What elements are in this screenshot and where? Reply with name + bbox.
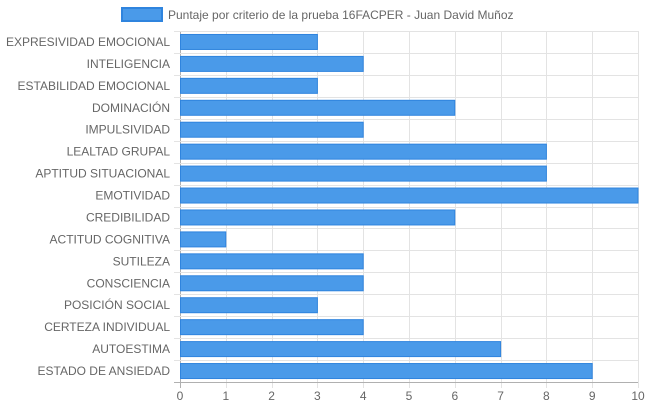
category-label: INTELIGENCIA — [87, 57, 170, 71]
legend-swatch — [121, 7, 163, 22]
x-tick-label: 1 — [222, 389, 229, 403]
category-label: ACTITUD COGNITIVA — [50, 232, 170, 246]
category-label: CERTEZA INDIVIDUAL — [44, 320, 170, 334]
bar[interactable] — [180, 121, 364, 138]
bar[interactable] — [180, 33, 318, 50]
bars — [180, 33, 639, 380]
x-tick-label: 2 — [268, 389, 275, 403]
category-label: APTITUD SITUACIONAL — [35, 167, 170, 181]
bar[interactable] — [180, 77, 318, 94]
bar[interactable] — [180, 209, 456, 226]
bar[interactable] — [180, 231, 227, 248]
x-axis-ticks: 0 1 2 3 4 5 6 7 8 9 10 — [177, 389, 645, 403]
bar[interactable] — [180, 363, 593, 380]
category-label: IMPULSIVIDAD — [85, 123, 170, 137]
legend-label: Puntaje por criterio de la prueba 16FACP… — [168, 8, 514, 22]
legend[interactable]: Puntaje por criterio de la prueba 16FACP… — [121, 7, 514, 22]
category-label: SUTILEZA — [113, 254, 170, 268]
category-label: EXPRESIVIDAD EMOCIONAL — [6, 35, 170, 49]
category-label: LEALTAD GRUPAL — [67, 145, 171, 159]
category-label: EMOTIVIDAD — [95, 189, 170, 203]
bar[interactable] — [180, 297, 318, 314]
category-label: CONSCIENCIA — [87, 276, 170, 290]
bar[interactable] — [180, 165, 547, 182]
x-tick-label: 4 — [360, 389, 367, 403]
bar[interactable] — [180, 143, 547, 160]
bar[interactable] — [180, 319, 364, 336]
x-tick-label: 5 — [406, 389, 413, 403]
x-tick-label: 7 — [497, 389, 504, 403]
x-tick-label: 9 — [589, 389, 596, 403]
x-tick-label: 3 — [314, 389, 321, 403]
bar[interactable] — [180, 99, 456, 116]
category-label: AUTOESTIMA — [92, 342, 170, 356]
bar[interactable] — [180, 341, 502, 358]
category-label: POSICIÓN SOCIAL — [64, 297, 170, 312]
gridlines — [174, 31, 639, 388]
x-tick-label: 6 — [451, 389, 458, 403]
category-label: ESTADO DE ANSIEDAD — [38, 364, 171, 378]
x-tick-label: 8 — [543, 389, 550, 403]
x-tick-label: 0 — [177, 389, 184, 403]
x-tick-label: 10 — [631, 389, 645, 403]
bar[interactable] — [180, 253, 364, 270]
category-label: CREDIBILIDAD — [86, 210, 170, 224]
category-labels: EXPRESIVIDAD EMOCIONAL INTELIGENCIA ESTABI… — [6, 35, 170, 378]
bar[interactable] — [180, 275, 364, 292]
bar[interactable] — [180, 187, 639, 204]
category-label: DOMINACIÓN — [92, 100, 170, 115]
bar[interactable] — [180, 55, 364, 72]
category-label: ESTABILIDAD EMOCIONAL — [18, 79, 171, 93]
